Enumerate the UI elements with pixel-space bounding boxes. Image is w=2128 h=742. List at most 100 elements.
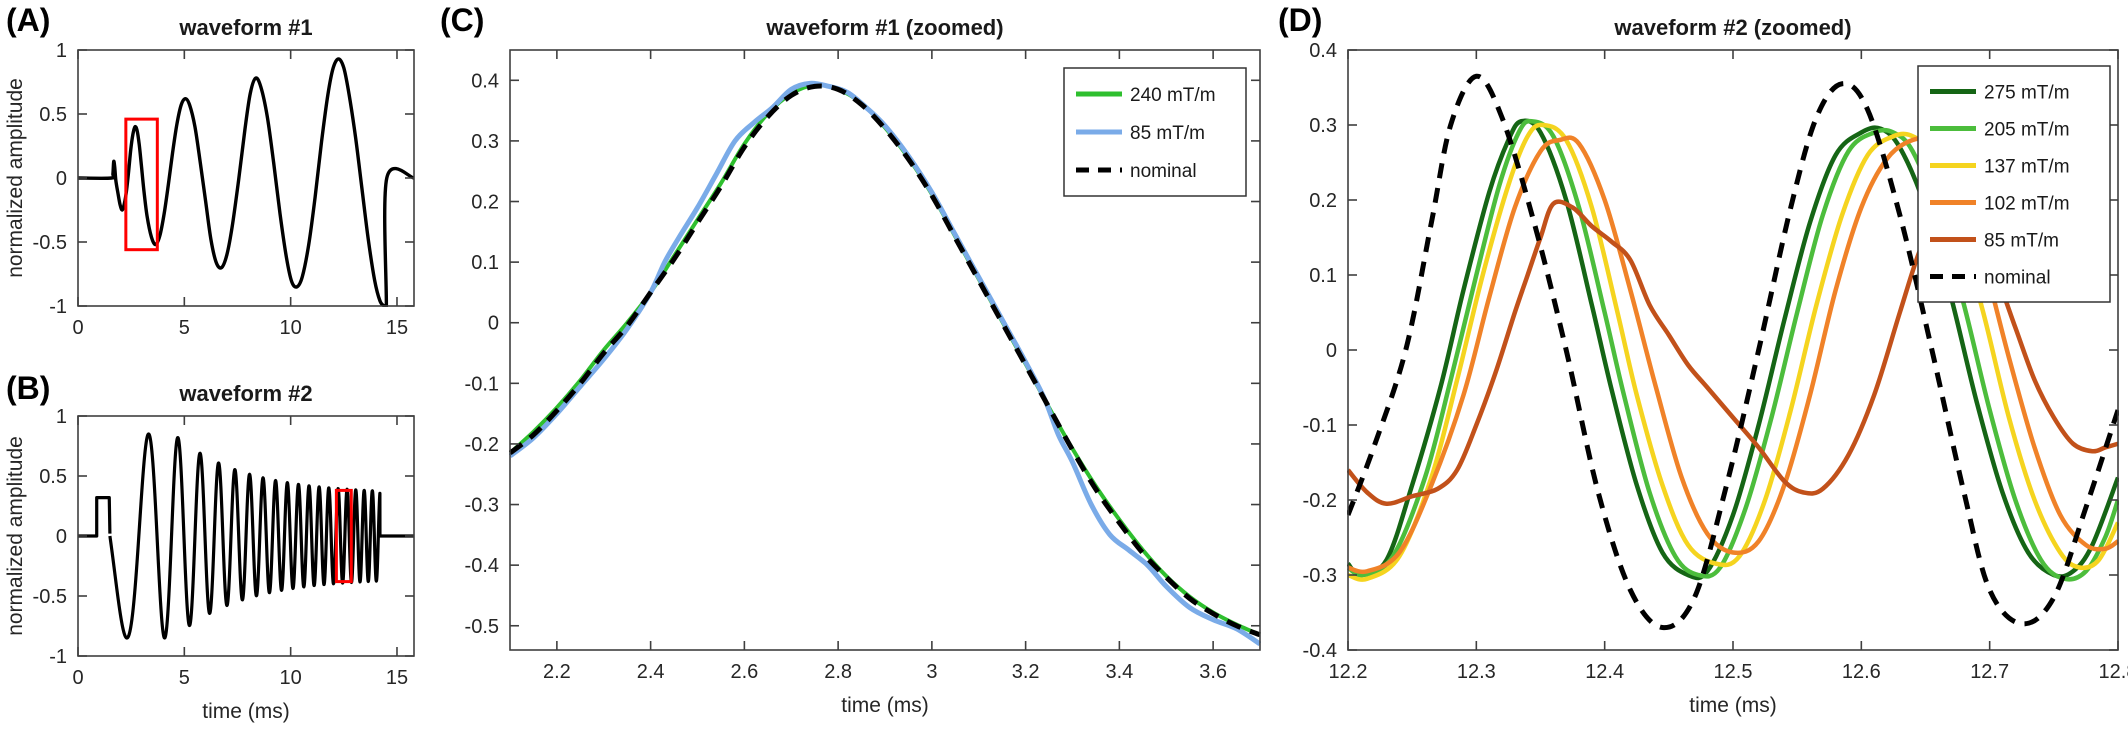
y-tick-label: -0.4 [465,555,499,577]
x-tick-label: 12.5 [1714,661,1753,683]
x-tick-label: 12.2 [1329,661,1368,683]
y-tick-label: 0 [56,168,67,190]
y-axis-label: normalized amplitude [4,436,27,636]
y-tick-label: 0.3 [471,131,499,153]
x-tick-label: 10 [280,317,302,339]
y-tick-label: -1 [49,646,67,668]
waveform-2-zoomed-chart: 12.2 12.3 12.4 12.5 12.6 12.7 12.8 -0.4 -0.3 -0.2… [1303,15,2128,717]
panel-d-letter: (D) [1278,2,1323,38]
x-tick-label: 12.4 [1585,661,1624,683]
panel-waveform-1: (A) 0 5 10 15 -1 -0.5 0 0.5 1 waveform #1 normaliz… [0,0,432,356]
highlight-rect [124,117,159,252]
x-tick-label: 2.6 [730,661,758,683]
y-tick-label: 0.5 [39,466,67,488]
x-tick-label: 12.8 [2099,661,2128,683]
y-tick-label: 0.1 [1309,265,1337,287]
y-tick-label: -0.5 [33,232,67,254]
x-tick-label: 3.2 [1012,661,1040,683]
x-axis-label: time (ms) [1689,694,1777,717]
y-tick-label: -0.4 [1303,640,1337,662]
y-tick-label: -0.2 [465,434,499,456]
y-tick-label: -0.3 [1303,565,1337,587]
series-102-mt-m [1347,135,2119,575]
x-tick-label: 2.8 [824,661,852,683]
x-tick-label: 3 [926,661,937,683]
y-tick-label: 0 [1326,340,1337,362]
panel-b-letter: (B) [6,370,51,406]
legend-label: 275 mT/m [1984,83,2070,104]
chart-title: waveform #1 (zoomed) [765,15,1003,40]
legend-label: nominal [1984,268,2051,289]
series-group [509,80,1261,647]
y-tick-label: 0.3 [1309,115,1337,137]
x-tick-label: 12.6 [1842,661,1881,683]
legend: 240 mT/m 85 mT/m nominal [1063,67,1247,197]
series-chirp [108,432,414,640]
x-ticks: 0 5 10 15 [72,50,408,339]
legend-label: 102 mT/m [1984,194,2070,215]
x-ticks: 12.2 12.3 12.4 12.5 12.6 12.7 12.8 [1329,50,2128,683]
x-axis-label: time (ms) [841,694,929,717]
panel-c-letter: (C) [440,2,485,38]
legend-label: nominal [1130,161,1197,182]
series-group [77,57,415,307]
waveform-1-zoomed-chart: 2.2 2.4 2.6 2.8 3 3.2 3.4 3.6-0.5-0.4-0.3-0.2-0… [465,15,1261,717]
y-ticks: -1 -0.5 0 0.5 1 [33,40,414,318]
series-group [78,432,414,640]
y-tick-label: 0 [488,313,499,335]
y-tick-label: 1 [56,406,67,428]
x-axis-label: time (ms) [202,700,290,723]
series-275-mt-m [1347,118,2119,581]
legend: 275 mT/m 205 mT/m 137 mT/m 102 mT/m 85 mT/m n… [1917,65,2111,303]
plot-box [509,49,1261,651]
chart-title: waveform #2 [178,381,312,406]
waveform-2-chart: 0 5 10 15 -1 -0.5 0 0.5 1 waveform #2 time (ms) nor… [4,381,415,723]
legend-box [1917,65,2111,303]
y-axis-label: normalized amplitude [4,78,27,278]
y-tick-label: -0.5 [465,616,499,638]
series-nominal [1347,73,2119,631]
x-ticks: 2.2 2.4 2.6 2.8 3 3.2 3.4 3.6 [543,50,1227,683]
y-tick-label: 1 [56,40,67,62]
y-tick-label: -1 [49,296,67,318]
y-tick-label: -0.1 [1303,415,1337,437]
x-tick-label: 0 [72,317,83,339]
highlight-rect [334,488,353,584]
y-ticks: -0.5 -0.4 -0.3 -0.2 -0.1 0 0.1 0.2 0.3 0.4 [465,70,1260,638]
x-tick-label: 5 [179,317,190,339]
y-tick-label: 0.1 [471,252,499,274]
legend-label: 137 mT/m [1984,157,2070,178]
series-205-mt-m [1347,118,2119,582]
waveform-1-chart: 0 5 10 15 -1 -0.5 0 0.5 1 waveform #1 normalized a… [4,15,415,339]
series-nominal [509,83,1261,638]
y-ticks: -0.4 -0.3 -0.2 -0.1 0 0.1 0.2 0.3 0.4 [1303,40,2118,662]
y-tick-label: -0.2 [1303,490,1337,512]
panel-a-letter: (A) [6,2,51,38]
chart-title: waveform #1 [178,15,312,40]
chart-title: waveform #2 (zoomed) [1613,15,1851,40]
x-tick-label: 15 [386,317,408,339]
y-tick-label: 0.4 [1309,40,1337,62]
y-tick-label: -0.5 [33,586,67,608]
panel-waveform-2: (B) 0 5 10 15 -1 -0.5 0 0.5 1 waveform #2 time (ms… [0,368,432,742]
series-137-mt-m [1347,122,2119,582]
x-tick-label: 3.6 [1199,661,1227,683]
x-ticks: 0 5 10 15 [72,416,408,689]
y-tick-label: 0 [56,526,67,548]
x-tick-label: 0 [72,667,83,689]
y-tick-label: 0.2 [1309,190,1337,212]
legend-label: 240 mT/m [1130,85,1216,106]
legend-label: 205 mT/m [1984,120,2070,141]
x-tick-label: 2.4 [637,661,665,683]
y-tick-label: 0.2 [471,192,499,214]
x-tick-label: 15 [386,667,408,689]
y-tick-label: 0.4 [471,70,499,92]
y-tick-label: -0.3 [465,495,499,517]
series-waveform-1 [77,57,415,307]
series-intro-pulse [78,496,112,538]
legend-label: 85 mT/m [1130,123,1205,144]
panel-waveform-1-zoomed: (C) 2.2 2.4 2.6 2.8 3 3.2 3.4 3.6 -0.5 -0.4 -0.3 -0… [434,0,1270,742]
x-tick-label: 2.2 [543,661,571,683]
x-tick-label: 3.4 [1105,661,1133,683]
x-tick-label: 12.3 [1457,661,1496,683]
